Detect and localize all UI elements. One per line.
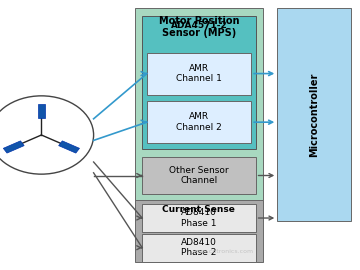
Text: www.cntronics.com: www.cntronics.com <box>193 249 254 254</box>
Text: Other Sensor
Channel: Other Sensor Channel <box>169 166 229 185</box>
Text: Current Sense: Current Sense <box>162 205 235 214</box>
Bar <box>38 104 45 119</box>
Bar <box>135 200 263 262</box>
Bar <box>142 16 256 148</box>
Text: AD8410
Phase 2: AD8410 Phase 2 <box>181 238 217 257</box>
Bar <box>147 101 251 143</box>
Bar <box>142 157 256 194</box>
Bar <box>142 204 256 232</box>
Bar <box>59 141 80 153</box>
Circle shape <box>0 96 94 174</box>
Bar <box>3 141 24 153</box>
Text: Motor Position
Sensor (MPS): Motor Position Sensor (MPS) <box>159 16 239 38</box>
Bar <box>277 8 351 221</box>
Bar <box>142 234 256 262</box>
Text: AD8410
Phase 1: AD8410 Phase 1 <box>181 208 217 228</box>
Text: AMR
Channel 2: AMR Channel 2 <box>176 113 222 132</box>
Text: ADA4571-2: ADA4571-2 <box>171 21 227 30</box>
Text: Microcontroller: Microcontroller <box>309 73 319 157</box>
Text: AMR
Channel 1: AMR Channel 1 <box>176 64 222 83</box>
Bar <box>135 8 263 221</box>
Bar <box>147 53 251 94</box>
